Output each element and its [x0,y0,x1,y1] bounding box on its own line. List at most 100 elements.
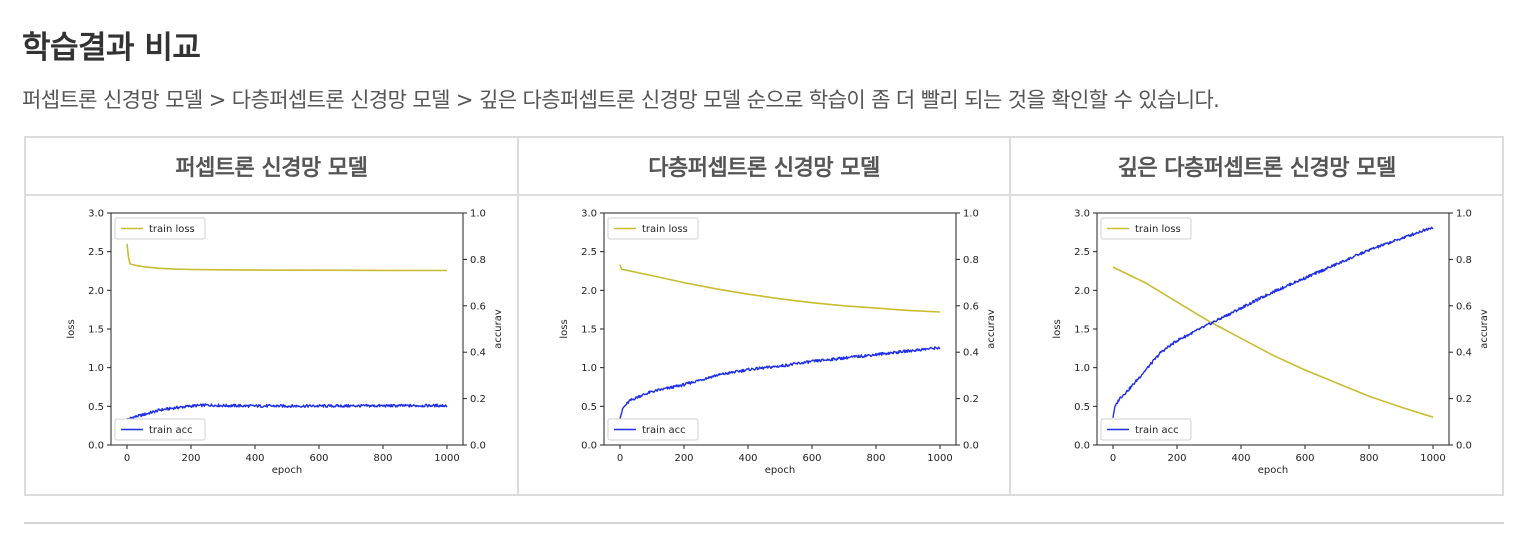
plot-frame [1096,212,1450,446]
x-tick-label: 600 [802,453,821,464]
x-tick-label: 200 [1167,453,1186,464]
train-acc-line [1111,226,1434,418]
y2-tick-label: 0.6 [963,301,979,312]
train-acc-line [126,403,448,421]
x-tick-label: 1000 [1420,453,1445,464]
chart-cell-mlp: 0 200 400 600 800 1000 0.0 0.5 1.0 1.5 2.0 2.5 3.0 0.… [516,194,1012,496]
x-tick-label: 1000 [927,453,952,464]
legend-label: train loss [642,224,688,235]
chart-title-perceptron: 퍼셉트론 신경망 모델 [24,136,519,196]
y2-axis-label: accuray [493,309,501,349]
legend-box [1100,217,1192,240]
y2-tick-label: 0.6 [470,301,486,312]
x-tick-label: 800 [866,453,885,464]
comparison-table: 퍼셉트론 신경망 모델 다층퍼셉트론 신경망 모델 깊은 다층퍼셉트론 신경망 … [24,136,1504,496]
y-tick-label: 1.0 [581,363,597,374]
y-tick-label: 3.0 [581,209,597,220]
legend-train-acc: train acc [114,418,206,441]
y2-tick-label: 1.0 [470,209,486,220]
x-tick-label: 200 [674,453,693,464]
x-axis-label: epoch [765,465,795,476]
x-tick-label: 800 [374,453,393,464]
legend-train-loss: train loss [1100,217,1192,240]
plot-frame [603,212,957,446]
x-axis-label: epoch [272,465,302,476]
y-tick-label: 3.0 [1074,209,1090,220]
x-tick-label: 1000 [435,453,460,464]
x-tick-label: 0 [617,453,623,464]
comparison-header-row: 퍼셉트론 신경망 모델 다층퍼셉트론 신경망 모델 깊은 다층퍼셉트론 신경망 … [24,136,1504,196]
y-tick-label: 1.5 [88,325,104,336]
x-tick-label: 800 [1359,453,1378,464]
y2-tick-label: 0.0 [470,441,486,452]
y-tick-label: 0.0 [1074,441,1090,452]
y-tick-label: 0.5 [1074,402,1090,413]
y-axis-label: loss [1052,319,1063,338]
x-tick-label: 600 [310,453,329,464]
legend-label: train acc [1135,425,1179,436]
legend-label: train acc [642,425,686,436]
y-tick-label: 2.5 [581,247,597,258]
y-axis-label: loss [559,319,570,338]
y2-tick-label: 0.6 [1456,301,1472,312]
y2-tick-label: 1.0 [1456,209,1472,220]
x-tick-label: 400 [1231,453,1250,464]
y-axis-label: loss [66,319,77,338]
chart-cell-deep-mlp: 0 200 400 600 800 1000 0.0 0.5 1.0 1.5 2.0 2.5 3.0 0.… [1009,194,1504,496]
section-divider [24,522,1504,524]
y2-axis-label: accuray [1479,309,1487,349]
y-tick-label: 1.5 [581,325,597,336]
x-tick-label: 200 [182,453,201,464]
x-tick-label: 0 [1109,453,1115,464]
train-loss-line [126,243,448,272]
legend-box [114,418,206,441]
y2-tick-label: 0.2 [1456,394,1472,405]
section-description: 퍼셉트론 신경망 모델 > 다층퍼셉트론 신경망 모델 > 깊은 다층퍼셉트론 … [22,88,1220,112]
y-tick-label: 2.5 [1074,247,1090,258]
y2-tick-label: 0.8 [963,255,979,266]
y2-tick-label: 0.4 [470,348,486,359]
section-title: 학습결과 비교 [22,30,201,66]
y-tick-label: 3.0 [88,209,104,220]
y2-tick-label: 1.0 [963,209,979,220]
comparison-chart-row: 0 200 400 600 800 1000 0.0 0.5 1.0 1.5 2.0 2.5 3.0 0.… [24,194,1504,496]
y-tick-label: 2.5 [88,247,104,258]
y2-tick-label: 0.0 [1456,441,1472,452]
train-loss-line [1112,266,1433,418]
legend-box [607,217,699,240]
y-tick-label: 2.0 [581,286,597,297]
y2-axis-label: accuray [986,309,994,349]
y-tick-label: 1.0 [1074,363,1090,374]
y2-tick-label: 0.2 [470,394,486,405]
legend-box [607,418,699,441]
legend-label: train loss [149,224,195,235]
y2-tick-label: 0.4 [963,348,979,359]
legend-label: train loss [1135,224,1181,235]
legend-box [114,217,206,240]
x-tick-label: 0 [124,453,130,464]
y2-tick-label: 0.4 [1456,348,1472,359]
y-tick-label: 2.0 [88,286,104,297]
y-tick-label: 0.0 [581,441,597,452]
y-tick-label: 1.5 [1074,325,1090,336]
x-tick-label: 600 [1295,453,1314,464]
legend-train-loss: train loss [114,217,206,240]
legend-label: train acc [149,425,193,436]
legend-train-acc: train acc [1100,418,1192,441]
y-tick-label: 0.5 [581,402,597,413]
x-tick-label: 400 [246,453,265,464]
y2-tick-label: 0.8 [470,255,486,266]
legend-train-acc: train acc [607,418,699,441]
y-tick-label: 0.5 [88,402,104,413]
y2-tick-label: 0.0 [963,441,979,452]
x-axis-label: epoch [1257,465,1287,476]
y2-tick-label: 0.2 [963,394,979,405]
chart-mlp: 0 200 400 600 800 1000 0.0 0.5 1.0 1.5 2.0 2.5 3.0 0.… [559,209,994,477]
chart-title-mlp: 다층퍼셉트론 신경망 모델 [516,136,1012,196]
chart-cell-perceptron: 0 200 400 600 800 1000 0.0 0.5 1.0 1.5 2.0 2.5 3.0 0.… [24,194,519,496]
y-tick-label: 1.0 [88,363,104,374]
y-tick-label: 2.0 [1074,286,1090,297]
train-acc-line [619,346,941,419]
legend-train-loss: train loss [607,217,699,240]
train-loss-line [619,264,941,313]
